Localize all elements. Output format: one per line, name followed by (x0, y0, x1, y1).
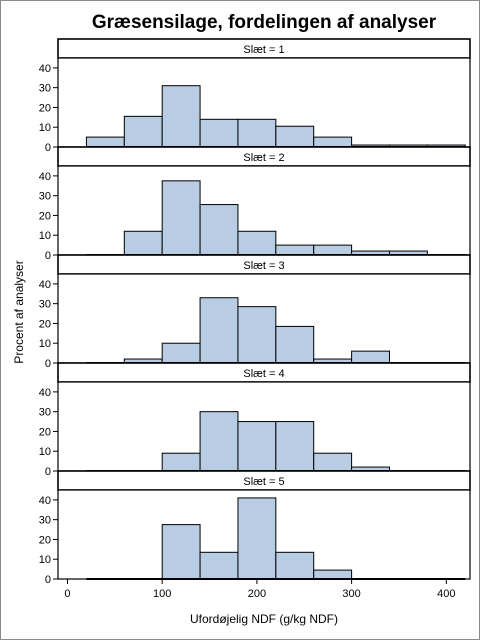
panel-strip-label: Slæt = 1 (243, 44, 284, 56)
chart-title: Græsensilage, fordelingen af analyser (92, 12, 437, 33)
y-tick-label: 30 (39, 299, 51, 311)
histogram-bar (123, 115, 163, 148)
y-tick-label: 0 (45, 358, 51, 370)
y-tick-label: 10 (39, 230, 51, 242)
histogram-bar (237, 306, 277, 364)
histogram-bar (275, 551, 315, 580)
bar-group (85, 85, 466, 148)
histogram-bar (161, 524, 201, 580)
histogram-bar (313, 569, 353, 580)
panel: Slæt = 3 0 10 20 30 40 (39, 254, 471, 370)
bar-group (123, 297, 390, 364)
x-tick-label: 300 (342, 588, 360, 600)
y-tick-label: 30 (39, 515, 51, 527)
panel-strip-label: Slæt = 5 (243, 476, 284, 488)
y-tick-label: 40 (39, 279, 51, 291)
histogram-bar (123, 230, 163, 256)
y-tick-label: 0 (45, 466, 51, 478)
y-tick-label: 30 (39, 83, 51, 95)
y-tick-label: 20 (39, 210, 51, 222)
histogram-bar (237, 230, 277, 256)
x-tick-label: 400 (437, 588, 455, 600)
histogram-bar (275, 421, 315, 472)
panel: Slæt = 2 0 10 20 30 40 (39, 146, 471, 262)
histogram-bar (275, 125, 315, 148)
y-tick-label: 20 (39, 318, 51, 330)
y-tick-label: 10 (39, 554, 51, 566)
y-tick-label: 40 (39, 63, 51, 75)
y-tick-label: 30 (39, 407, 51, 419)
panel-strip-label: Slæt = 3 (243, 260, 284, 272)
y-tick-label: 10 (39, 446, 51, 458)
y-tick-label: 0 (45, 574, 51, 586)
panel: Slæt = 4 0 10 20 30 40 (39, 362, 471, 478)
histogram-bar (161, 452, 201, 472)
histogram-bar (199, 297, 239, 364)
y-tick-label: 20 (39, 102, 51, 114)
histogram-bar (313, 244, 353, 256)
x-tick-label: 100 (153, 588, 171, 600)
histogram-bar (237, 421, 277, 472)
histogram-bar (199, 411, 239, 472)
histogram-bar (237, 118, 277, 148)
histogram-bar (199, 204, 239, 256)
x-tick-label: 200 (248, 588, 266, 600)
histogram-bar (275, 325, 315, 364)
y-tick-label: 10 (39, 122, 51, 134)
x-tick-label: 0 (64, 588, 70, 600)
y-tick-label: 30 (39, 191, 51, 203)
x-axis: 0 100 200 300 400 (64, 579, 456, 600)
bar-group (123, 180, 428, 256)
panel-strip-label: Slæt = 2 (243, 152, 284, 164)
panel: Slæt = 1 0 10 20 30 40 (39, 38, 471, 154)
x-axis-label: Ufordøjelig NDF (g/kg NDF) (190, 612, 338, 626)
histogram-bar (237, 497, 277, 580)
y-tick-label: 40 (39, 387, 51, 399)
bar-group (161, 497, 353, 580)
histogram-bar (275, 244, 315, 256)
y-tick-label: 20 (39, 426, 51, 438)
histogram-bar (85, 136, 125, 148)
y-tick-label: 0 (45, 142, 51, 154)
panel-strip-label: Slæt = 4 (243, 368, 284, 380)
histogram-bar (351, 350, 390, 364)
histogram-bar (313, 136, 353, 148)
y-tick-label: 40 (39, 495, 51, 507)
histogram-bar (199, 551, 239, 580)
y-axis-label: Procent af analyser (12, 260, 26, 363)
histogram-bar (313, 452, 353, 472)
y-tick-label: 10 (39, 338, 51, 350)
histogram-bar (161, 85, 201, 148)
histogram-bar (161, 180, 201, 256)
y-tick-label: 40 (39, 171, 51, 183)
bar-group (161, 411, 390, 472)
y-tick-label: 20 (39, 534, 51, 546)
histogram-bar (161, 342, 201, 364)
histogram-bar (199, 118, 239, 148)
y-tick-label: 0 (45, 250, 51, 262)
panel: Slæt = 5 0 10 20 30 40 (39, 470, 471, 586)
